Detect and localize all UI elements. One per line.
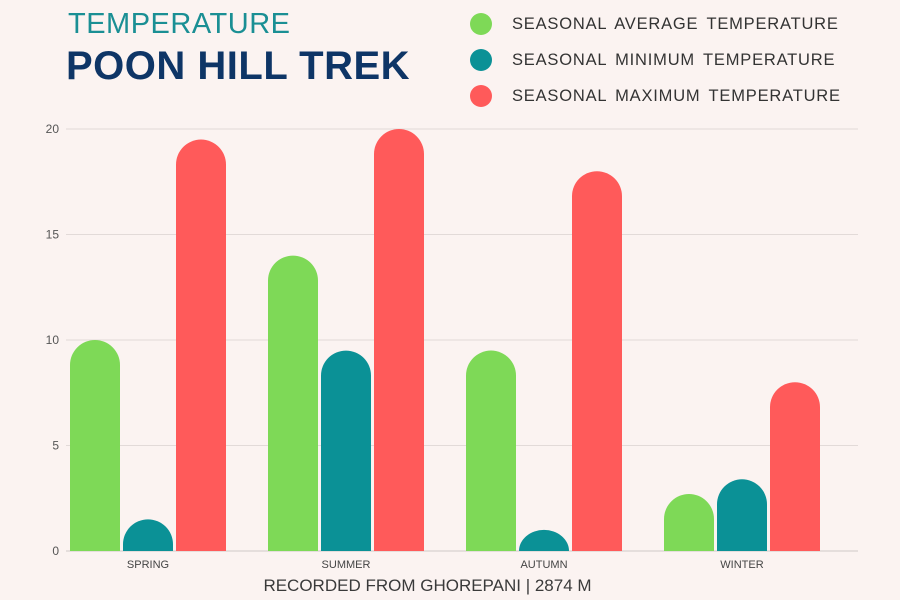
chart-subtitle: TEMPERATURE (68, 8, 291, 40)
legend-swatch-maximum (470, 85, 492, 107)
bar-summer-minimum (321, 350, 371, 551)
x-tick-label: SUMMER (322, 559, 371, 571)
bar-autumn-average (466, 350, 516, 551)
legend-swatch-minimum (470, 49, 492, 71)
y-tick-label: 15 (46, 228, 60, 242)
legend-item-average: SEASONAL AVERAGE TEMPERATURE (470, 6, 841, 42)
legend: SEASONAL AVERAGE TEMPERATURE SEASONAL MI… (470, 6, 841, 114)
legend-label-maximum: SEASONAL MAXIMUM TEMPERATURE (512, 86, 841, 105)
bars (70, 129, 820, 551)
legend-swatch-average (470, 13, 492, 35)
x-tick-label: WINTER (720, 559, 763, 571)
y-tick-label: 10 (46, 333, 60, 347)
bar-winter-average (664, 494, 714, 551)
bar-spring-average (70, 340, 120, 551)
legend-label-minimum: SEASONAL MINIMUM TEMPERATURE (512, 50, 836, 69)
bar-winter-maximum (770, 382, 820, 551)
bar-spring-minimum (123, 519, 173, 551)
bar-autumn-maximum (572, 171, 622, 551)
chart-title: POON HILL TREK (66, 44, 411, 88)
y-tick-label: 0 (52, 544, 59, 558)
bar-spring-maximum (176, 139, 226, 551)
x-axis: SPRING SUMMER AUTUMN WINTER (127, 559, 764, 571)
legend-item-minimum: SEASONAL MINIMUM TEMPERATURE (470, 42, 841, 78)
bar-summer-maximum (374, 129, 424, 551)
footer-note: RECORDED FROM GHOREPANI | 2874 M (263, 576, 592, 595)
bar-winter-minimum (717, 479, 767, 551)
bar-summer-average (268, 255, 318, 551)
legend-label-average: SEASONAL AVERAGE TEMPERATURE (512, 14, 839, 33)
x-tick-label: SPRING (127, 559, 169, 571)
y-tick-label: 20 (46, 122, 60, 136)
y-tick-label: 5 (52, 439, 59, 453)
y-axis: 0 5 10 15 20 (46, 122, 60, 558)
legend-item-maximum: SEASONAL MAXIMUM TEMPERATURE (470, 78, 841, 114)
x-tick-label: AUTUMN (520, 559, 567, 571)
bar-autumn-minimum (519, 529, 569, 551)
